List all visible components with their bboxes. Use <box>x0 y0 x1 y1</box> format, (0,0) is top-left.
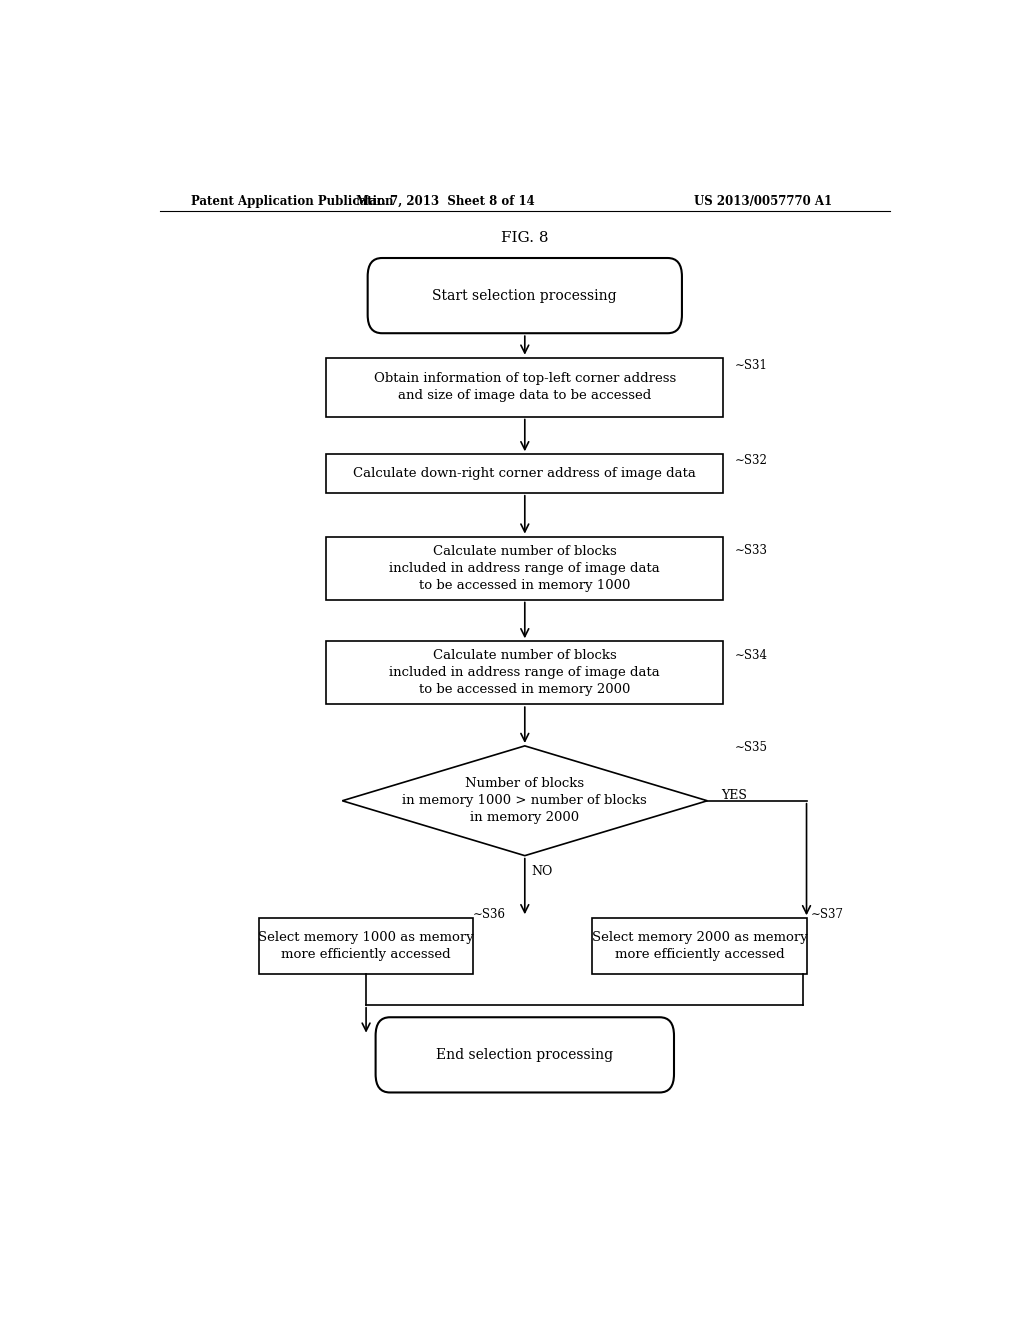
Bar <box>592 919 807 974</box>
Text: Number of blocks
in memory 1000 > number of blocks
in memory 2000: Number of blocks in memory 1000 > number… <box>402 777 647 824</box>
Text: Patent Application Publication: Patent Application Publication <box>191 194 394 207</box>
Text: Select memory 2000 as memory
more efficiently accessed: Select memory 2000 as memory more effici… <box>592 931 807 961</box>
Text: End selection processing: End selection processing <box>436 1048 613 1061</box>
Bar <box>327 536 723 599</box>
Text: FIG. 8: FIG. 8 <box>501 231 549 244</box>
Text: Calculate number of blocks
included in address range of image data
to be accesse: Calculate number of blocks included in a… <box>389 545 660 591</box>
Text: Select memory 1000 as memory
more efficiently accessed: Select memory 1000 as memory more effici… <box>258 931 474 961</box>
Bar <box>327 358 723 417</box>
Text: ∼S34: ∼S34 <box>735 649 768 661</box>
Text: Obtain information of top-left corner address
and size of image data to be acces: Obtain information of top-left corner ad… <box>374 372 676 403</box>
Text: ∼S32: ∼S32 <box>735 454 768 467</box>
Polygon shape <box>342 746 708 855</box>
Text: US 2013/0057770 A1: US 2013/0057770 A1 <box>694 194 831 207</box>
FancyBboxPatch shape <box>368 257 682 333</box>
Bar <box>259 919 473 974</box>
Bar <box>327 642 723 704</box>
Text: ∼S31: ∼S31 <box>735 359 768 372</box>
Text: Calculate number of blocks
included in address range of image data
to be accesse: Calculate number of blocks included in a… <box>389 649 660 696</box>
Text: ∼S35: ∼S35 <box>735 742 768 755</box>
Text: ∼S37: ∼S37 <box>811 908 844 921</box>
Text: Calculate down-right corner address of image data: Calculate down-right corner address of i… <box>353 467 696 480</box>
Text: YES: YES <box>722 789 748 803</box>
Text: NO: NO <box>531 865 553 878</box>
Text: ∼S36: ∼S36 <box>473 908 506 921</box>
FancyBboxPatch shape <box>376 1018 674 1093</box>
Text: Mar. 7, 2013  Sheet 8 of 14: Mar. 7, 2013 Sheet 8 of 14 <box>356 194 535 207</box>
Text: Start selection processing: Start selection processing <box>432 289 617 302</box>
Bar <box>327 454 723 492</box>
Text: ∼S33: ∼S33 <box>735 544 768 557</box>
